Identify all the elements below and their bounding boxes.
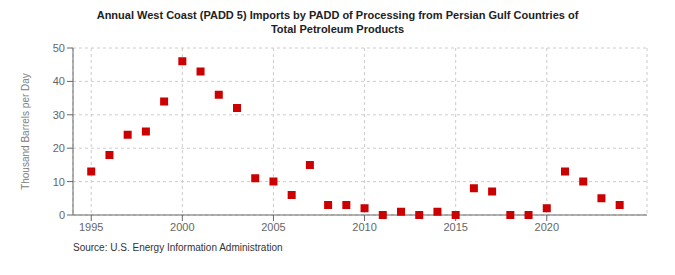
svg-text:2005: 2005: [261, 221, 285, 233]
svg-text:30: 30: [53, 109, 65, 121]
html-text:Annual West Coast (PADD 5) Imp: Annual West Coast (PADD 5) Imports by PA…: [96, 9, 579, 35]
svg-text:2010: 2010: [352, 221, 376, 233]
svg-text:1995: 1995: [79, 221, 103, 233]
svg-text:10: 10: [53, 176, 65, 188]
svg-text:0: 0: [59, 209, 65, 221]
svg-text:50: 50: [53, 42, 65, 54]
svg-text:2000: 2000: [170, 221, 194, 233]
svg-text:2015: 2015: [443, 221, 467, 233]
svg-text:20: 20: [53, 142, 65, 154]
svg-text:Thousand Barrels per Day: Thousand Barrels per Day: [20, 73, 31, 190]
svg-text:40: 40: [53, 75, 65, 87]
svg-text:2020: 2020: [535, 221, 559, 233]
html-text:Source: U.S. Energy Informatio: Source: U.S. Energy Information Administ…: [73, 242, 283, 253]
